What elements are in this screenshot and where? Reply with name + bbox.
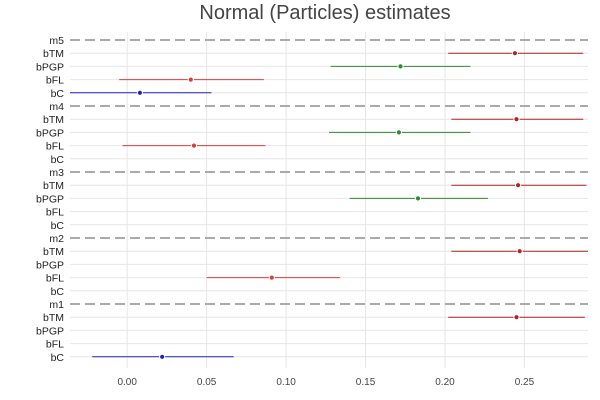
row-label-m2-bPGP: bPGP (36, 259, 64, 271)
group-separators (70, 39, 588, 305)
row-label-m5-bPGP: bPGP (36, 61, 64, 73)
row-label-m2-bC: bC (51, 286, 65, 298)
estimate-point-m4-bTM (513, 116, 520, 123)
row-label-m4-bFL: bFL (46, 141, 64, 153)
row-label-m2-bFL: bFL (46, 273, 64, 285)
estimate-point-m2-bTM (516, 248, 523, 255)
group-label-m4: m4 (49, 101, 64, 113)
row-label-m3-bPGP: bPGP (36, 193, 64, 205)
estimate-point-m4-bPGP (395, 129, 403, 136)
x-axis-ticks: 0.00 0.05 0.10 0.15 0.20 0.25 (117, 377, 534, 388)
estimate-point-m3-bPGP (414, 195, 422, 202)
estimate-point-m1-bC (159, 353, 166, 360)
row-label-m4-bC: bC (51, 154, 65, 166)
group-label-m1: m1 (49, 299, 64, 311)
row-label-m3-bTM: bTM (43, 180, 64, 192)
row-label-m5-bC: bC (51, 88, 65, 100)
chart-title: Normal (Particles) estimates (199, 2, 450, 24)
group-label-m3: m3 (49, 167, 64, 179)
row-label-m1-bTM: bTM (43, 312, 64, 324)
x-tick-label: 0.00 (117, 377, 137, 388)
x-tick-label: 0.05 (197, 377, 217, 388)
row-label-m4-bTM: bTM (43, 114, 64, 126)
group-label-m5: m5 (49, 35, 64, 47)
row-label-m5-bFL: bFL (46, 75, 64, 87)
row-label-m1-bC: bC (51, 352, 65, 364)
row-labels: m5bTMbPGPbFLbCm4bTMbPGPbFLbCm3bTMbPGPbFL… (36, 35, 64, 364)
estimate-point-m5-bPGP (397, 63, 404, 70)
row-label-m1-bPGP: bPGP (36, 325, 64, 337)
estimate-point-m5-bC (136, 89, 144, 96)
estimate-marks (70, 50, 588, 360)
row-label-m4-bPGP: bPGP (36, 127, 64, 139)
x-tick-label: 0.20 (435, 377, 455, 388)
row-label-m2-bTM: bTM (43, 246, 64, 258)
x-tick-label: 0.15 (356, 377, 376, 388)
row-label-m5-bTM: bTM (43, 48, 64, 60)
x-tick-label: 0.25 (515, 377, 535, 388)
group-label-m2: m2 (49, 233, 64, 245)
row-label-m3-bC: bC (51, 220, 65, 232)
estimate-point-m5-bFL (187, 76, 194, 83)
estimate-point-m5-bTM (511, 50, 519, 57)
estimate-point-m3-bTM (514, 182, 522, 189)
x-tick-label: 0.10 (276, 377, 296, 388)
estimate-point-m2-bFL (268, 274, 275, 281)
row-label-m3-bFL: bFL (46, 207, 64, 219)
estimate-point-m1-bTM (513, 314, 520, 321)
row-label-m1-bFL: bFL (46, 339, 64, 351)
estimate-point-m4-bFL (190, 142, 198, 149)
